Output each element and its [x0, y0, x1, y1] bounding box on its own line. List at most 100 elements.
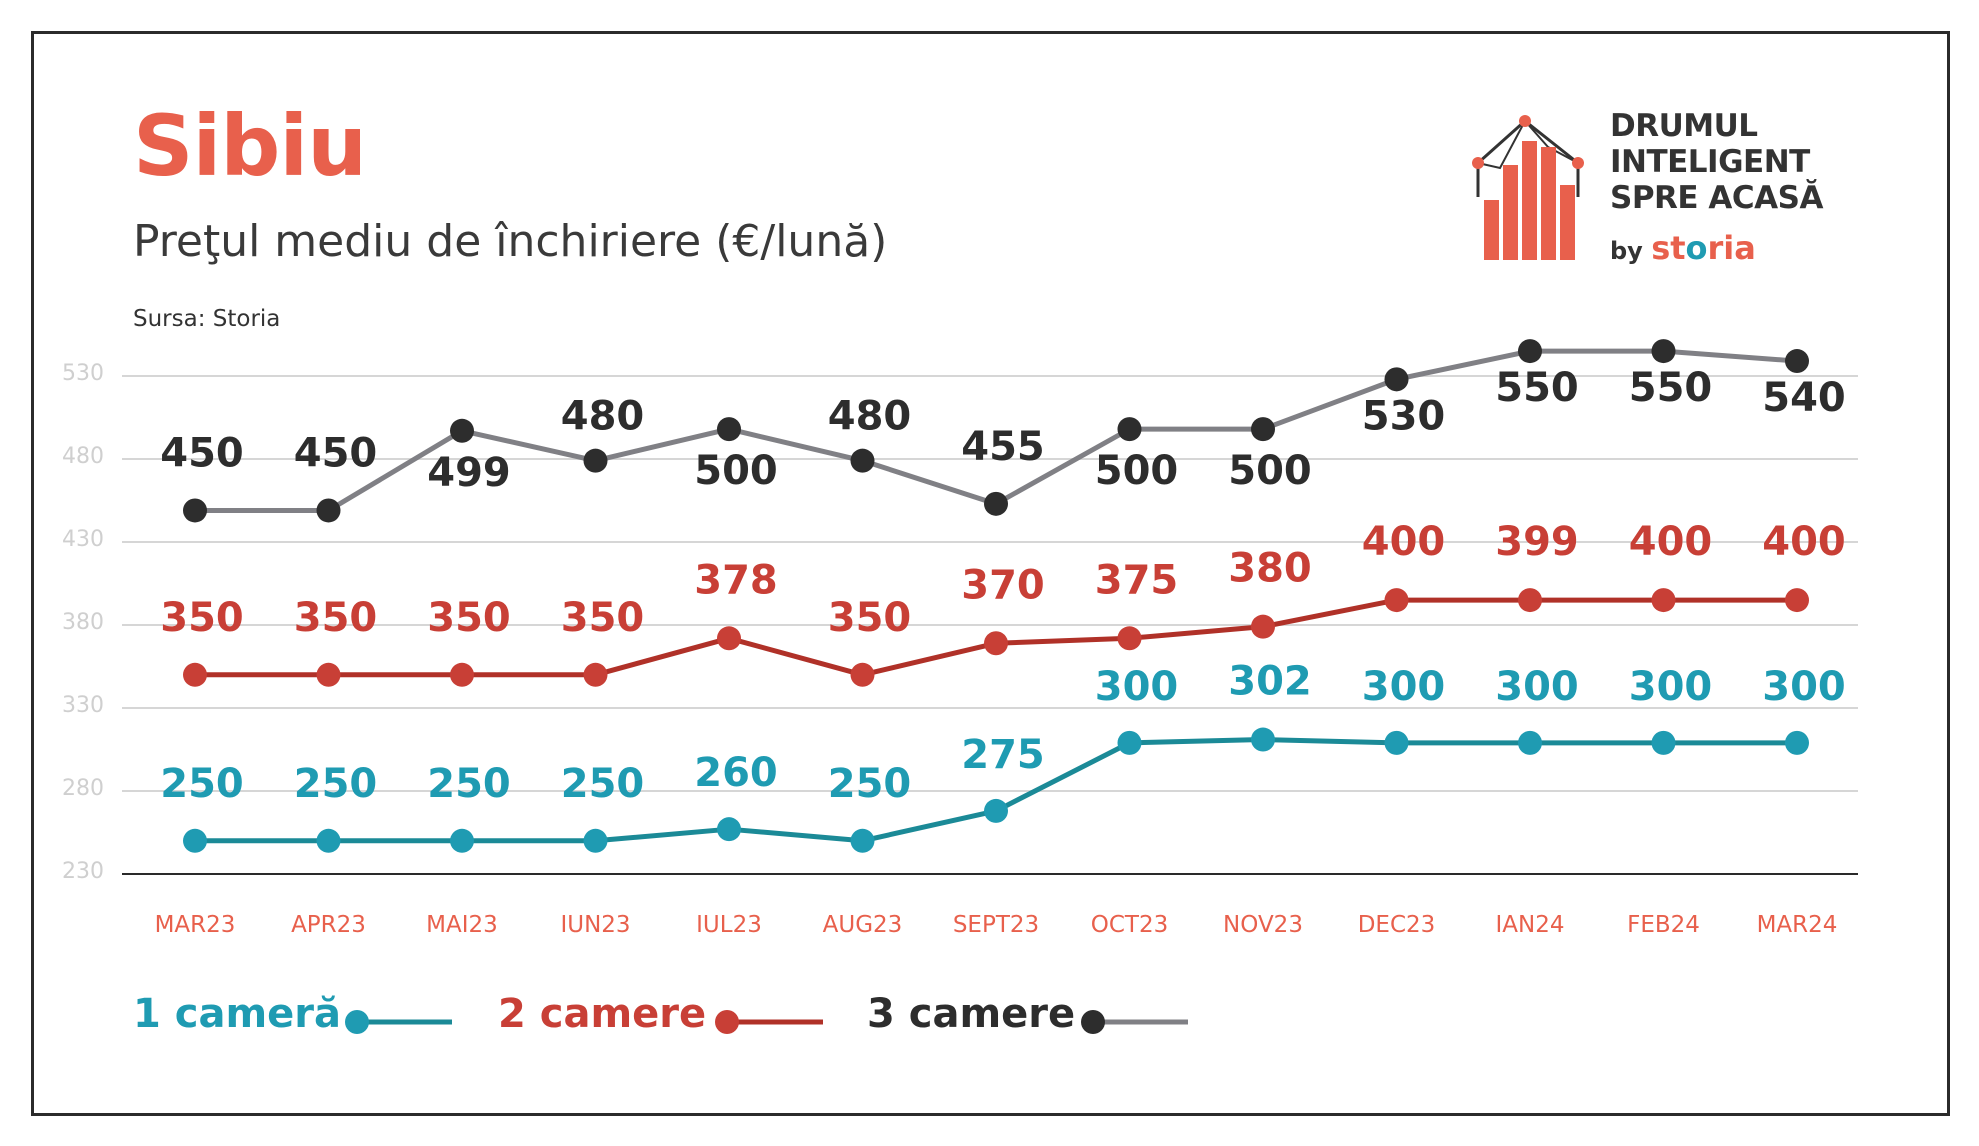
data-label: 450 [160, 430, 244, 476]
x-tick-label: IUL23 [696, 912, 762, 938]
y-tick-label: 230 [62, 859, 104, 884]
data-point [183, 828, 207, 853]
legend-label-3-camere: 3 camere [867, 991, 1076, 1037]
data-point [316, 498, 341, 523]
data-label: 300 [1495, 664, 1579, 710]
data-label: 260 [694, 750, 778, 796]
data-label: 350 [561, 595, 645, 641]
y-tick-label: 280 [62, 776, 104, 801]
data-point [583, 662, 608, 687]
y-tick-label: 530 [62, 361, 104, 386]
legend-label-2-camere: 2 camere [498, 991, 707, 1037]
data-label: 480 [828, 394, 912, 440]
data-label: 250 [427, 761, 511, 807]
y-tick-label: 430 [62, 527, 104, 552]
x-tick-label: OCT23 [1091, 912, 1168, 938]
data-point [583, 828, 608, 853]
logo-line-1: DRUMUL [1610, 108, 1758, 144]
data-point [984, 798, 1008, 823]
logo-brand-st: st [1651, 229, 1686, 267]
data-point [717, 626, 741, 651]
source-note: Sursa: Storia [133, 306, 281, 332]
x-tick-label: AUG23 [823, 912, 903, 938]
data-point [850, 448, 875, 473]
chart-frame [31, 31, 1950, 1116]
data-label: 400 [1629, 519, 1713, 565]
data-label: 350 [427, 595, 511, 641]
data-point [1651, 339, 1676, 364]
data-point [1651, 730, 1676, 755]
data-point [1117, 626, 1142, 651]
x-tick-label: APR23 [291, 912, 366, 938]
data-label: 500 [1228, 448, 1312, 494]
logo-by-brand: by storia [1610, 231, 1756, 268]
data-label: 378 [694, 557, 778, 603]
house-chart-logo-icon [1472, 115, 1584, 260]
chart-subtitle: Preţul mediu de închiriere (€/lună) [133, 216, 888, 267]
data-point [1518, 588, 1542, 613]
logo-line-2: INTELIGENT [1610, 144, 1810, 180]
storia-logo: DRUMUL INTELIGENT SPRE ACASĂ by storia [1470, 105, 1890, 275]
data-label: 275 [961, 732, 1045, 778]
y-tick-label: 480 [62, 444, 104, 469]
data-point [1117, 730, 1142, 755]
data-point [1251, 727, 1275, 752]
data-label: 400 [1762, 519, 1846, 565]
chart-title: Sibiu [133, 97, 367, 195]
data-point [450, 662, 474, 687]
data-point [717, 417, 741, 442]
data-label: 300 [1095, 664, 1179, 710]
x-tick-label: SEPT23 [953, 912, 1039, 938]
legend-marker [1081, 1010, 1105, 1034]
data-label: 350 [828, 595, 912, 641]
data-label: 250 [294, 761, 378, 807]
data-label: 455 [961, 424, 1045, 470]
data-label: 530 [1362, 393, 1446, 439]
data-label: 302 [1228, 659, 1312, 705]
x-tick-label: DEC23 [1358, 912, 1436, 938]
x-tick-label: MAR24 [1757, 912, 1838, 938]
legend-marker [345, 1010, 369, 1034]
data-point [1785, 349, 1809, 374]
logo-by-text: by [1610, 237, 1643, 265]
data-label: 540 [1762, 375, 1846, 421]
data-point [850, 828, 875, 853]
data-point [1384, 367, 1409, 392]
data-point [850, 662, 875, 687]
y-tick-label: 380 [62, 610, 104, 635]
data-label: 499 [427, 450, 511, 496]
data-point [1785, 588, 1809, 613]
data-point [1117, 417, 1142, 442]
data-point [183, 498, 207, 523]
data-point [450, 828, 474, 853]
data-point [1384, 588, 1409, 613]
data-label: 450 [294, 430, 378, 476]
data-point [583, 448, 608, 473]
data-label: 550 [1629, 365, 1713, 411]
data-label: 500 [1095, 448, 1179, 494]
data-point [1384, 730, 1409, 755]
data-label: 350 [160, 595, 244, 641]
data-point [1518, 730, 1542, 755]
data-label: 375 [1095, 557, 1179, 603]
data-label: 400 [1362, 519, 1446, 565]
legend-label-1-camera: 1 cameră [133, 991, 341, 1037]
logo-brand-name: storia [1651, 229, 1756, 267]
data-label: 250 [828, 761, 912, 807]
x-tick-label: MAI23 [426, 912, 498, 938]
data-label: 300 [1629, 664, 1713, 710]
data-point [1251, 614, 1275, 639]
x-tick-label: IAN24 [1496, 912, 1565, 938]
data-label: 300 [1362, 664, 1446, 710]
x-tick-label: IUN23 [560, 912, 630, 938]
data-label: 380 [1228, 546, 1312, 592]
x-tick-label: FEB24 [1627, 912, 1700, 938]
data-point [1785, 730, 1809, 755]
x-tick-label: NOV23 [1223, 912, 1303, 938]
data-label: 500 [694, 448, 778, 494]
data-label: 480 [561, 394, 645, 440]
logo-brand-o: o [1685, 229, 1708, 267]
data-point [984, 491, 1008, 516]
data-label: 399 [1495, 519, 1579, 565]
